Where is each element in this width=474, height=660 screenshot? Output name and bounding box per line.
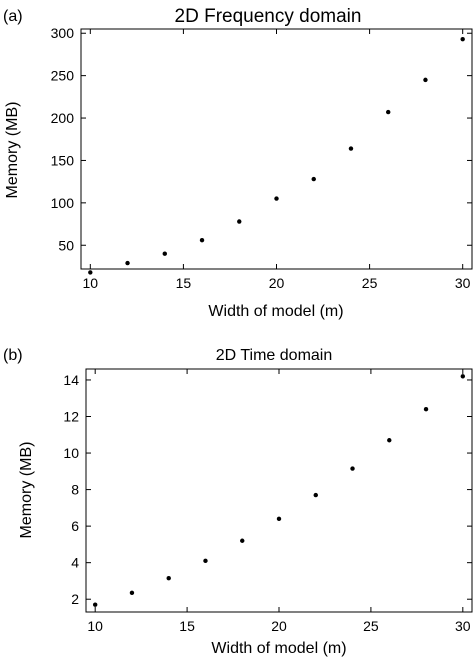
panel-a-data-point (348, 146, 354, 151)
panel-a-data-point (386, 109, 391, 115)
panel-a-y-axis-label: Memory (MB) (4, 102, 21, 199)
panel-a-data-point (199, 237, 205, 243)
panel-b-x-tick-label: 20 (271, 618, 287, 634)
panel-b-x-tick-label: 30 (455, 618, 471, 634)
panel-b-data-point (240, 538, 245, 543)
panel-a-y-tick-label: 150 (51, 152, 75, 168)
panel-a: (a) 2D Frequency domain 10 15 20 25 30 50 100… (3, 6, 473, 320)
panel-a-data-point (460, 36, 465, 42)
panel-b-title: 2D Time domain (216, 347, 333, 364)
panel-b-y-tick-label: 4 (71, 555, 79, 571)
panel-b-data-point (423, 406, 429, 412)
panel-a-x-tick-label: 30 (455, 275, 471, 291)
panel-a-data-point (125, 260, 130, 266)
panel-b-label: (b) (3, 347, 23, 364)
panel-b-y-tick-label: 14 (63, 372, 79, 388)
panel-a-y-tick-label: 100 (51, 195, 75, 211)
panel-b-data-point (92, 602, 98, 607)
panel-a-label: (a) (3, 8, 23, 25)
panel-a-x-tick-label: 25 (362, 275, 378, 291)
panel-b-y-ticks: 2 4 6 8 10 12 14 (63, 372, 472, 607)
panel-a-y-tick-label: 250 (51, 68, 75, 84)
panel-a-x-tick-label: 10 (83, 275, 99, 291)
panel-a-y-tick-label: 50 (58, 237, 74, 253)
panel-b-y-tick-label: 12 (63, 409, 79, 425)
panel-b-x-tick-label: 10 (87, 618, 103, 634)
panel-a-data-point (274, 196, 279, 201)
panel-b-y-tick-label: 8 (71, 482, 79, 498)
panel-a-plot-frame (80, 28, 473, 270)
panel-b-y-tick-label: 10 (63, 445, 79, 461)
panel-b-x-ticks: 10 15 20 25 30 (87, 369, 471, 634)
panel-a-y-tick-label: 300 (51, 25, 75, 41)
panel-b-y-tick-label: 6 (71, 518, 79, 534)
panel-b: (b) 2D Time domain 10 15 20 25 30 2 4 6 8 10 12 14… (3, 347, 473, 657)
panel-a-points (88, 36, 465, 275)
panel-a-title: 2D Frequency domain (175, 6, 362, 27)
panel-b-data-point (460, 374, 466, 379)
panel-b-data-point (203, 558, 208, 564)
panel-b-data-point (387, 438, 392, 443)
panel-b-data-point (276, 516, 282, 522)
panel-a-x-ticks: 10 15 20 25 30 (83, 29, 471, 291)
panel-a-data-point (237, 219, 242, 224)
panel-a-data-point (423, 77, 428, 83)
panel-b-data-point (129, 590, 135, 596)
panel-a-x-tick-label: 20 (269, 275, 285, 291)
panel-a-x-axis-label: Width of model (m) (208, 303, 343, 320)
panel-b-data-point (313, 492, 318, 498)
panel-b-plot-frame (85, 368, 473, 613)
panel-a-y-ticks: 50 100 150 200 250 300 (51, 25, 472, 253)
panel-b-y-tick-label: 2 (71, 591, 79, 607)
panel-b-y-axis-label: Memory (MB) (18, 442, 35, 539)
panel-a-x-tick-label: 15 (176, 275, 192, 291)
panel-a-data-point (311, 176, 316, 182)
panel-b-x-axis-label: Width of model (m) (211, 640, 346, 657)
panel-a-y-tick-label: 200 (51, 110, 75, 126)
panel-a-data-point (88, 270, 93, 275)
panel-b-data-point (350, 466, 355, 471)
panel-a-data-point (162, 251, 167, 256)
panel-b-points (92, 374, 466, 607)
panel-b-x-tick-label: 15 (179, 618, 195, 634)
panel-b-x-tick-label: 25 (363, 618, 379, 634)
panel-b-data-point (166, 575, 171, 581)
